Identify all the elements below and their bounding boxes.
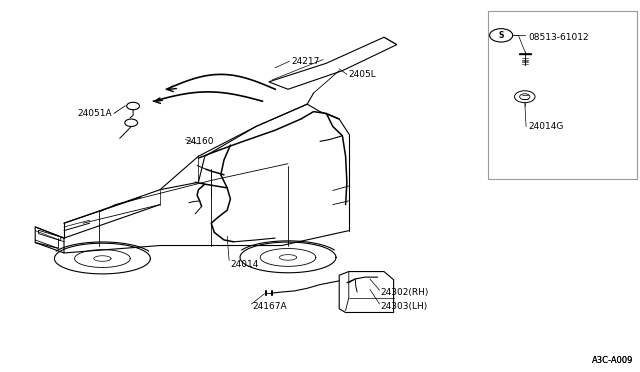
Text: A3C-A009: A3C-A009 bbox=[592, 356, 634, 365]
Bar bbox=[488, 11, 637, 179]
Text: 24014: 24014 bbox=[230, 260, 259, 269]
Text: 24051A: 24051A bbox=[77, 109, 112, 118]
Text: S: S bbox=[499, 31, 504, 40]
Text: 24160: 24160 bbox=[186, 137, 214, 146]
Text: 24014G: 24014G bbox=[528, 122, 563, 131]
Text: A3C-A009: A3C-A009 bbox=[592, 356, 634, 365]
Text: 24303(LH): 24303(LH) bbox=[381, 302, 428, 311]
Text: 2405L: 2405L bbox=[349, 70, 376, 79]
Text: 24217: 24217 bbox=[291, 57, 319, 66]
Text: 24302(RH): 24302(RH) bbox=[381, 288, 429, 296]
Text: 24167A: 24167A bbox=[253, 302, 287, 311]
Text: 08513-61012: 08513-61012 bbox=[528, 33, 589, 42]
